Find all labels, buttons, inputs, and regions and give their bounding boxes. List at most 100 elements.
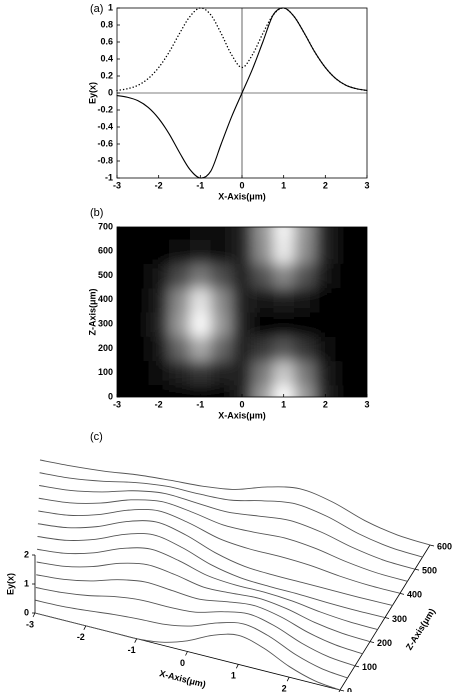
z-tick-label: 0 bbox=[347, 686, 352, 692]
heatmap-cell bbox=[273, 287, 295, 313]
heatmap-cell bbox=[294, 312, 316, 337]
heatmap-cell bbox=[189, 239, 212, 264]
waterfall-curve bbox=[36, 561, 371, 643]
x-tick-label: 1 bbox=[231, 671, 236, 681]
heatmap-cell bbox=[356, 360, 367, 386]
panel-label: (b) bbox=[90, 207, 103, 219]
waterfall-curve bbox=[38, 497, 408, 582]
x-tick bbox=[338, 689, 341, 692]
z-tick bbox=[339, 689, 345, 692]
heatmap-cell bbox=[210, 336, 233, 362]
y-tick-label: 0.8 bbox=[100, 19, 113, 29]
z-tick bbox=[414, 568, 420, 571]
x-tick-label: 3 bbox=[364, 180, 369, 190]
z-tick bbox=[429, 544, 435, 547]
heatmap-cell bbox=[148, 312, 170, 337]
heatmap-cell bbox=[314, 336, 337, 362]
heatmap-cell bbox=[294, 287, 316, 313]
waterfall-curve bbox=[34, 612, 341, 691]
heatmap-cell bbox=[314, 227, 337, 240]
heatmap-cell bbox=[189, 312, 212, 337]
y-tick-label: 500 bbox=[98, 270, 113, 280]
heatmap-cell bbox=[294, 360, 316, 386]
heatmap-cell bbox=[294, 263, 316, 289]
x-tick bbox=[83, 625, 87, 631]
heatmap-cell bbox=[231, 227, 253, 240]
heatmap-cell bbox=[117, 263, 128, 289]
heatmap-cell bbox=[127, 384, 149, 397]
heatmap-cell bbox=[117, 227, 128, 240]
heatmap-cell bbox=[335, 227, 358, 240]
heatmap-cell bbox=[117, 360, 128, 386]
heatmap-cell bbox=[169, 336, 191, 362]
heatmap-cell bbox=[294, 336, 316, 362]
x-tick bbox=[185, 651, 188, 656]
y-tick-label: 700 bbox=[98, 221, 113, 231]
waterfall-curve bbox=[39, 472, 423, 558]
heatmap-cells bbox=[117, 227, 367, 397]
heatmap-cell bbox=[189, 263, 212, 289]
x-tick bbox=[134, 638, 138, 643]
heatmap-cell bbox=[169, 263, 191, 289]
heatmap-cell bbox=[117, 384, 128, 397]
heatmap-cell bbox=[148, 360, 170, 386]
z-tick bbox=[399, 592, 405, 595]
heatmap-cell bbox=[252, 287, 274, 313]
heatmap-cell bbox=[273, 336, 295, 362]
heatmap-cell bbox=[148, 287, 170, 313]
heatmap-cell bbox=[148, 336, 170, 362]
heatmap-cell bbox=[231, 287, 253, 313]
heatmap-cell bbox=[210, 312, 233, 337]
heatmap-clip bbox=[117, 227, 367, 397]
panel-label: (a) bbox=[90, 3, 103, 15]
heatmap-cell bbox=[169, 287, 191, 313]
heatmap-cell bbox=[252, 227, 274, 240]
heatmap-cell bbox=[189, 360, 212, 386]
z-tick-label: 600 bbox=[437, 541, 452, 551]
z-tick-label: 500 bbox=[422, 566, 437, 576]
x-axis-title: X-Axis(μm) bbox=[218, 191, 266, 201]
waterfall-curve bbox=[37, 533, 386, 618]
heatmap-cell bbox=[231, 239, 253, 264]
heatmap-cell bbox=[189, 227, 212, 240]
heatmap-cell bbox=[252, 239, 274, 264]
x-tick-label: 0 bbox=[180, 658, 185, 668]
heatmap-cell bbox=[231, 263, 253, 289]
heatmap-cell bbox=[189, 336, 212, 362]
heatmap-cell bbox=[314, 384, 337, 397]
heatmap-cell bbox=[356, 287, 367, 313]
y-tick-label: 1 bbox=[108, 2, 113, 12]
y-tick-label: -0.8 bbox=[97, 155, 113, 165]
heatmap-cell bbox=[127, 239, 149, 264]
heatmap-cell bbox=[127, 360, 149, 386]
heatmap-cell bbox=[356, 312, 367, 337]
y-tick-label: -0.6 bbox=[97, 138, 113, 148]
z-tick-label: 300 bbox=[392, 614, 407, 624]
waterfall-curve bbox=[37, 520, 393, 606]
heatmap-cell bbox=[210, 287, 233, 313]
heatmap-cell bbox=[314, 312, 337, 337]
waterfall-curve bbox=[39, 459, 431, 546]
heatmap-cell bbox=[273, 384, 295, 397]
heatmap-cell bbox=[335, 239, 358, 264]
heatmap-cell bbox=[210, 384, 233, 397]
x-tick-label: 2 bbox=[282, 684, 287, 692]
heatmap-cell bbox=[335, 263, 358, 289]
heatmap-cell bbox=[294, 239, 316, 264]
heatmap-cell bbox=[127, 227, 149, 240]
y-tick-label: 600 bbox=[98, 246, 113, 256]
heatmap-cell bbox=[294, 384, 316, 397]
x-tick-label: 2 bbox=[323, 180, 328, 190]
heatmap-cell bbox=[252, 384, 274, 397]
x-tick-label: -1 bbox=[128, 645, 136, 655]
y-axis-title: Ey(x) bbox=[87, 82, 97, 104]
y-tick-label: -0.2 bbox=[97, 104, 113, 114]
y-tick-label: 0.6 bbox=[100, 36, 113, 46]
heatmap-cell bbox=[252, 312, 274, 337]
x-tick bbox=[32, 612, 36, 618]
heatmap-cell bbox=[273, 312, 295, 337]
z-tick-label: 400 bbox=[407, 590, 422, 600]
heatmap-cell bbox=[335, 287, 358, 313]
y-tick-label: 1 bbox=[24, 578, 29, 588]
x-tick-label: 1 bbox=[281, 180, 286, 190]
